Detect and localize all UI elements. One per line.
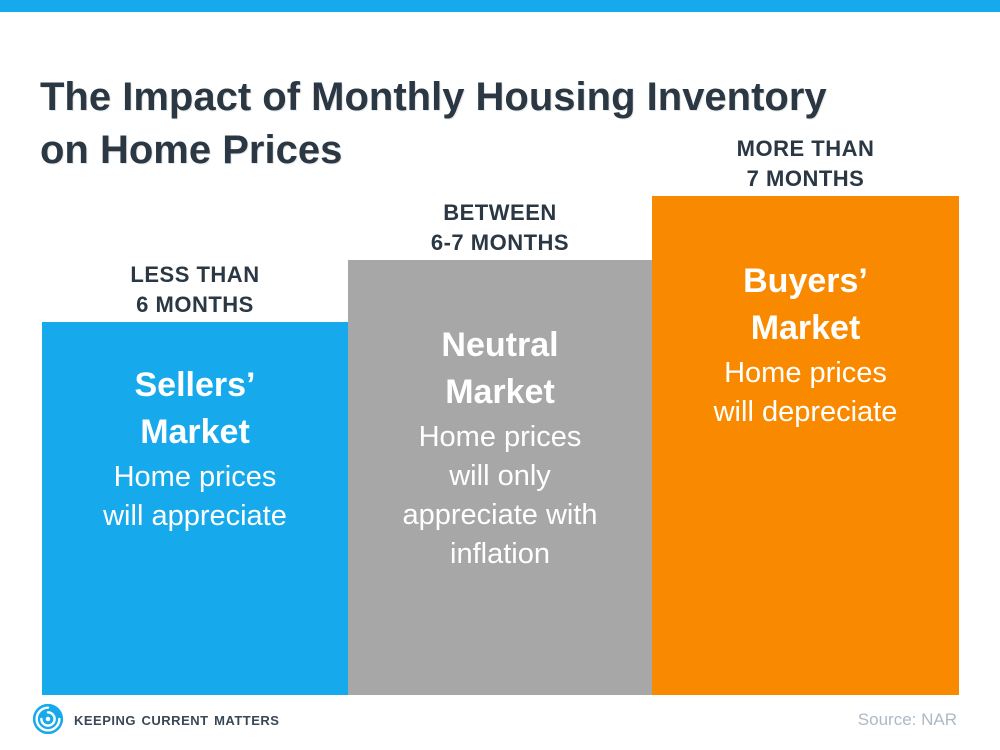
source-attribution: Source: NAR: [857, 710, 957, 729]
category-label-more-than-7-months: MORE THAN 7 MONTHS: [736, 136, 875, 191]
bar-title-sellers-market: Sellers’ Market: [134, 366, 256, 451]
brand-lockup: Keeping Current Matters: [31, 702, 279, 736]
bar-description-sellers-market: Home prices will appreciate: [103, 461, 287, 532]
bar-description-buyers-market: Home prices will depreciate: [713, 357, 898, 428]
kcm-swirl-logo-icon: [31, 702, 65, 736]
category-label-between-6-7-months: BETWEEN 6-7 MONTHS: [430, 200, 570, 255]
page-title: The Impact of Monthly Housing Inventory …: [40, 74, 827, 172]
category-label-less-than-6-months: LESS THAN 6 MONTHS: [130, 262, 260, 317]
bar-buyers-market: Buyers’ Market Home prices will deprecia…: [652, 196, 959, 695]
top-accent-stripe: [0, 0, 1000, 12]
bar-sellers-market: Sellers’ Market Home prices will appreci…: [42, 322, 348, 695]
bar-description-neutral-market: Home prices will only appreciate with in…: [402, 421, 598, 570]
bar-neutral-market: Neutral Market Home prices will only app…: [348, 260, 652, 695]
brand-name: Keeping Current Matters: [74, 708, 280, 729]
bar-title-neutral-market: Neutral Market: [441, 326, 559, 411]
bar-title-buyers-market: Buyers’ Market: [743, 262, 868, 347]
